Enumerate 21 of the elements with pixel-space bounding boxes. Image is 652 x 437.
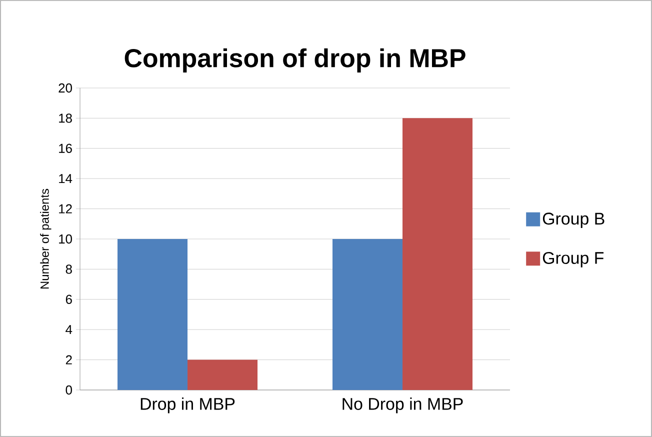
y-tick-label: 8 [66,264,72,274]
y-tick-label: 10 [59,234,72,244]
y-axis-title: Number of patients [40,188,52,289]
legend-label: Group F [542,252,604,268]
x-tick-label: No Drop in MBP [342,398,463,414]
bar [402,118,473,390]
bar [118,238,188,390]
x-tick-label: Drop in MBP [140,398,235,414]
y-tick-label: 20 [58,83,72,93]
y-tick-label: 6 [66,294,72,304]
y-tick-label: 0 [66,385,72,395]
y-tick-label: 4 [66,325,72,334]
y-tick-label: 2 [66,355,72,364]
y-tick-label: 14 [59,174,72,184]
y-tick-label: 16 [59,144,72,153]
bar [332,238,403,390]
legend-label: Group B [542,212,604,228]
y-tick-label: 12 [59,204,72,214]
y-tick-label: 18 [59,114,72,123]
bar [188,360,258,390]
chart-title: Comparison of drop in MBP [124,48,466,72]
